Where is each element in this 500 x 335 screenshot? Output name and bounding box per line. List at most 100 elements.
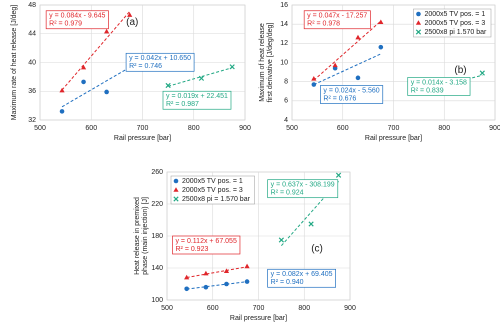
equation: R² = 0.979 [49,21,82,28]
trend-line [186,266,248,279]
x-tick-label: 600 [85,125,97,132]
equation: y = 0.019x + 22.451 [166,93,228,100]
y-tick-label: 12 [280,40,288,47]
equation-box [162,90,232,110]
x-tick-label: 600 [337,125,349,132]
point [229,64,235,70]
y-tick-label: 220 [151,201,163,208]
trend-line [313,53,382,86]
legend-label: 2500x8 pi = 1.570 bar [182,196,251,203]
panel-label: (c) [311,243,323,254]
y-tick-label: 40 [28,59,36,66]
equation: R² = 0.923 [175,246,208,253]
equation: R² = 0.924 [271,190,304,197]
equation-box [267,179,339,199]
chart: 500 600 700 800 900 32 36 40 44 48 Rail pressure [… [11,2,251,142]
point [479,70,485,76]
y-tick-label: 8 [284,79,288,86]
x-tick-label: 500 [286,125,298,132]
point [81,79,86,85]
equation: y = 0.024x - 5.560 [323,87,379,94]
equation: R² = 0.978 [307,21,340,28]
equation-box [303,10,371,30]
point [59,109,65,114]
trend-line [61,11,131,91]
point [173,187,179,192]
y-tick-label: 36 [28,88,36,95]
equation: R² = 0.746 [129,63,162,70]
x-tick-label: 800 [438,125,450,132]
y-tick-label: 260 [151,169,163,176]
x-tick-label: 900 [239,125,251,132]
point [355,75,361,81]
legend-frame [413,8,492,38]
trend-line [61,66,130,108]
legend: 2000x5 TV pos. = 1 2000x5 TV pos. = 3 2500… [170,175,255,205]
y-tick-label: 10 [280,59,288,66]
x-tick-label: 800 [298,305,310,312]
equation: y = 0.082x + 69.405 [271,271,333,278]
point [59,87,65,93]
y-tick-label: 100 [151,297,163,304]
point [415,20,422,25]
x-tick-label: 900 [489,125,500,132]
legend-label: 2000x5 TV pos. = 1 [424,11,485,18]
equation-box [172,235,241,255]
x-tick-label: 700 [388,125,400,132]
equation: y = 0.014x - 3.158 [411,79,467,86]
point [335,172,342,178]
legend-label: 2000x5 TV pos. = 3 [182,187,243,194]
point [173,178,179,184]
y-tick-label: 44 [28,31,36,38]
y-axis-label-line: phase (main injection) [J] [142,197,149,275]
equation-box [320,85,384,104]
legend: 2000x5 TV pos. = 1 2000x5 TV pos. = 3 2500… [413,8,492,38]
point [203,284,209,290]
equation-box [45,10,109,30]
y-tick-label: 4 [284,117,288,124]
x-tick-label: 500 [161,305,173,312]
equation: R² = 0.987 [166,101,199,108]
equation-box [267,268,336,288]
y-tick-label: 14 [280,21,288,28]
x-tick-label: 600 [207,305,219,312]
point [223,268,230,273]
y-tick-label: 140 [151,265,163,272]
x-tick-label: 500 [34,125,46,132]
y-axis-label: Maximum of heat releasefirst derivative … [259,23,274,103]
point [378,19,384,25]
y-axis-label-line: Maximum of heat release [259,23,266,102]
point [332,62,338,68]
point [80,64,87,70]
panel-label: (b) [454,65,466,76]
point [104,89,109,95]
point [244,279,250,284]
x-tick-label: 700 [137,125,149,132]
legend-frame [170,175,255,205]
y-tick-label: 16 [280,2,288,9]
legend-label: 2000x5 TV pos. = 3 [424,20,485,27]
point [203,270,209,276]
y-axis-label: Heat release in premixedphase (main inje… [134,197,149,275]
point [184,274,190,280]
chart: 500 600 700 800 900 4 6 8 10 12 14 16 Rail pressure … [259,2,500,142]
legend-label: 2500x8 pi 1.570 bar [424,29,487,36]
y-tick-label: 32 [28,117,36,124]
equation: y = 0.637x - 308.199 [271,182,335,189]
y-axis-label: Maximum rate of heat release [J/deg] [11,5,18,121]
point [198,75,205,81]
equation: y = 0.047x - 17.257 [307,13,367,20]
equation: R² = 0.940 [271,279,304,286]
equation: y = 0.042x + 10.650 [129,55,191,62]
x-axis-label: Rail pressure [bar] [114,135,171,142]
point [311,82,317,87]
equation: y = 0.084x - 9.645 [49,13,105,20]
y-axis-label-line: first derivative [J/deg/deg] [267,23,274,103]
equation: R² = 0.839 [411,87,444,94]
equation-box [407,77,471,96]
legend-label: 2000x5 TV pos. = 1 [182,178,243,185]
point [416,11,421,17]
point [104,28,110,34]
x-tick-label: 800 [188,125,200,132]
